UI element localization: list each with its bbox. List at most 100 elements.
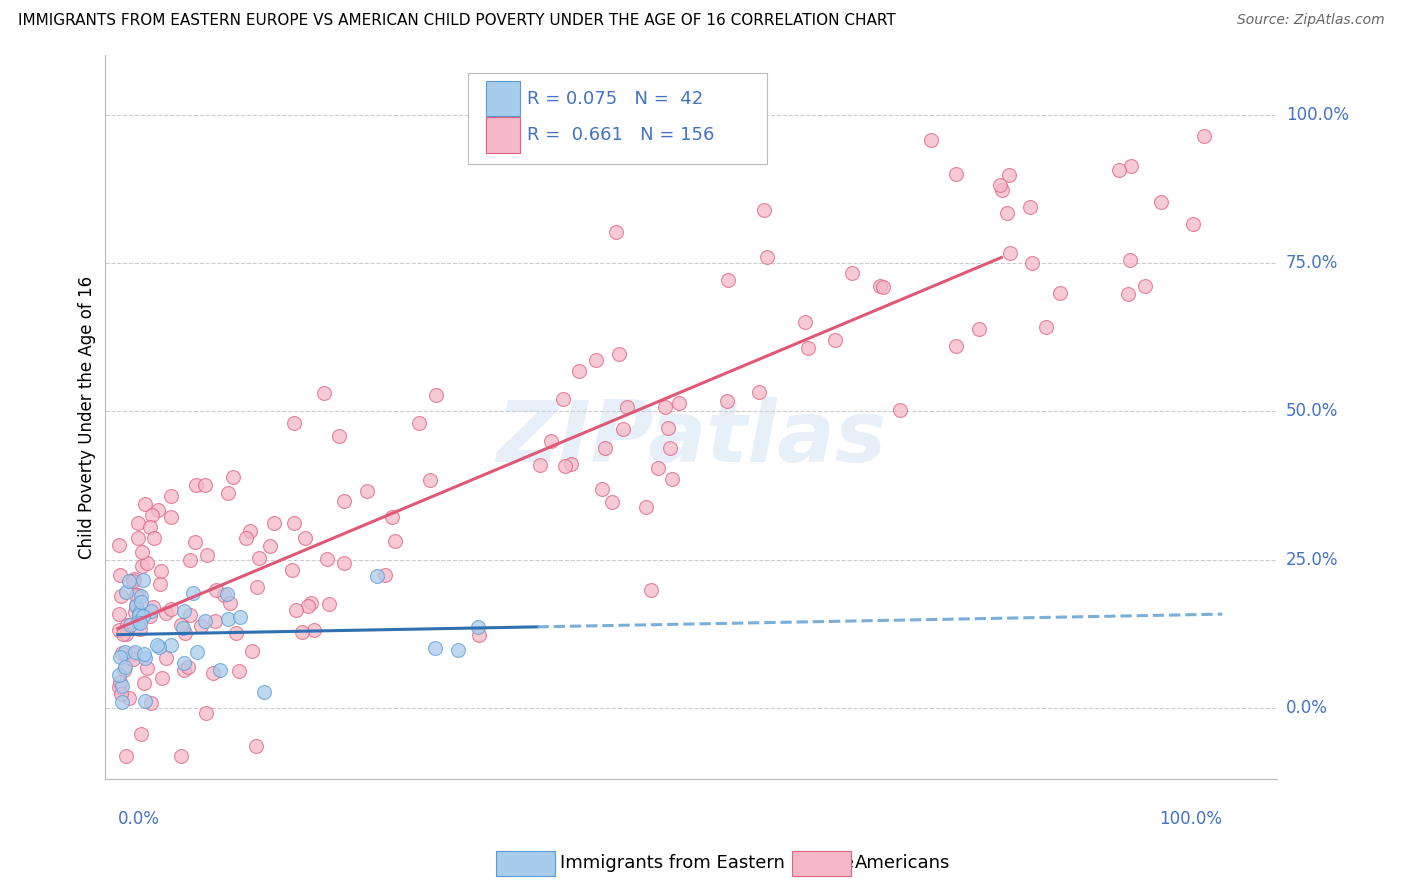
Point bbox=[247, 550, 270, 565]
Point bbox=[208, 663, 231, 677]
Point bbox=[384, 534, 406, 549]
Point bbox=[647, 460, 669, 475]
Point bbox=[616, 400, 638, 414]
Point bbox=[1021, 256, 1043, 270]
Point bbox=[148, 503, 170, 517]
Point bbox=[179, 553, 201, 567]
Point bbox=[139, 696, 162, 710]
Point bbox=[607, 347, 630, 361]
Point bbox=[920, 133, 942, 147]
Point bbox=[225, 626, 247, 640]
Point bbox=[110, 687, 132, 701]
Point bbox=[841, 266, 863, 280]
Point bbox=[128, 613, 150, 627]
Point bbox=[869, 279, 891, 293]
Point bbox=[568, 364, 591, 378]
Point bbox=[139, 604, 162, 618]
Point bbox=[111, 627, 134, 641]
Point bbox=[945, 167, 967, 181]
Point bbox=[997, 206, 1019, 220]
Point bbox=[142, 600, 165, 615]
Point bbox=[129, 727, 152, 741]
Point bbox=[661, 472, 683, 486]
Point bbox=[173, 656, 195, 670]
Point bbox=[252, 685, 274, 699]
Point bbox=[374, 568, 396, 582]
Point bbox=[1119, 253, 1142, 268]
Point bbox=[111, 679, 134, 693]
Point bbox=[872, 280, 894, 294]
Point bbox=[125, 598, 148, 612]
Point bbox=[115, 748, 138, 763]
Point bbox=[183, 535, 205, 549]
Point bbox=[118, 690, 141, 705]
Text: R = 0.075   N =  42: R = 0.075 N = 42 bbox=[527, 89, 703, 108]
Point bbox=[793, 315, 815, 329]
Point bbox=[204, 615, 226, 629]
Point bbox=[170, 748, 193, 763]
Point bbox=[752, 202, 775, 217]
Point bbox=[634, 500, 657, 514]
Point bbox=[605, 225, 627, 239]
Point bbox=[132, 647, 155, 661]
Point bbox=[149, 564, 172, 578]
Point bbox=[990, 183, 1012, 197]
Point bbox=[143, 531, 166, 545]
Point bbox=[117, 617, 139, 632]
FancyBboxPatch shape bbox=[486, 117, 520, 153]
Point bbox=[179, 607, 201, 622]
Point bbox=[139, 608, 162, 623]
Point bbox=[356, 484, 378, 499]
Point bbox=[173, 604, 195, 618]
Point bbox=[554, 458, 576, 473]
Point bbox=[125, 599, 148, 613]
Point bbox=[173, 663, 195, 677]
Point bbox=[668, 396, 690, 410]
Point bbox=[195, 548, 218, 562]
Point bbox=[263, 516, 285, 530]
Point bbox=[591, 482, 613, 496]
Point bbox=[314, 385, 336, 400]
Point bbox=[654, 400, 676, 414]
Point bbox=[128, 622, 150, 636]
Point bbox=[148, 640, 170, 655]
Point bbox=[600, 495, 623, 509]
Point bbox=[246, 580, 269, 594]
Point bbox=[281, 563, 304, 577]
Point bbox=[114, 660, 136, 674]
Point bbox=[239, 524, 262, 539]
Point bbox=[146, 638, 169, 652]
Point bbox=[240, 644, 263, 658]
Point bbox=[134, 693, 156, 707]
Point bbox=[120, 617, 142, 632]
Point bbox=[131, 545, 153, 559]
Point bbox=[173, 626, 195, 640]
Point bbox=[299, 596, 322, 610]
Point bbox=[115, 627, 138, 641]
Point bbox=[127, 615, 149, 629]
Point bbox=[217, 486, 239, 500]
Point bbox=[204, 583, 226, 598]
Point bbox=[138, 520, 160, 534]
Point bbox=[425, 640, 447, 655]
Point bbox=[945, 339, 967, 353]
Point bbox=[108, 649, 131, 664]
Point bbox=[132, 573, 155, 587]
Point bbox=[124, 645, 146, 659]
Point bbox=[170, 618, 193, 632]
Point bbox=[235, 532, 257, 546]
Point bbox=[127, 516, 149, 530]
Point bbox=[468, 628, 491, 642]
Point bbox=[186, 478, 208, 492]
Point bbox=[658, 441, 681, 455]
Point bbox=[988, 178, 1011, 192]
Point bbox=[155, 607, 177, 621]
Point bbox=[1108, 163, 1130, 178]
Point bbox=[612, 422, 634, 436]
Point bbox=[998, 245, 1021, 260]
Text: Source: ZipAtlas.com: Source: ZipAtlas.com bbox=[1237, 13, 1385, 28]
FancyBboxPatch shape bbox=[486, 81, 520, 116]
Point bbox=[108, 623, 131, 637]
Point bbox=[124, 605, 146, 619]
Point bbox=[1035, 320, 1057, 334]
